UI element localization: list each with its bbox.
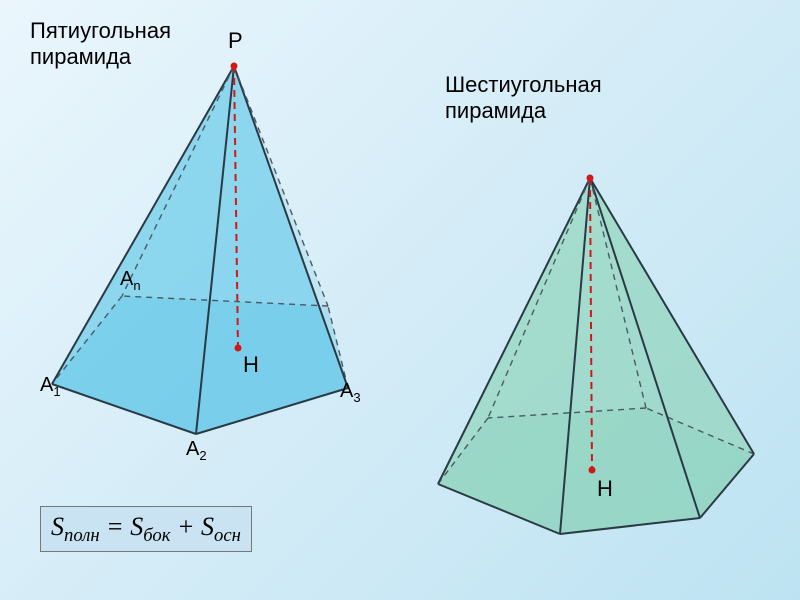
label-P: P [228,28,243,54]
formula-eq: = [100,512,131,541]
formula-text: Sполн = Sбок + Sосн [51,512,241,541]
formula-sub-bok: бок [143,525,170,546]
label-A3: A3 [340,380,361,405]
label-H-pentagon: H [243,352,259,378]
label-A2: A2 [186,438,207,463]
formula-S1: S [51,512,64,541]
formula-sub-poln: полн [64,525,100,546]
title-hexagon: Шестиугольная пирамида [445,72,602,125]
label-H-hexagon: H [597,476,613,502]
formula-plus: + [170,512,201,541]
label-An: An [120,268,141,293]
formula-box: Sполн = Sбок + Sосн [40,506,252,552]
label-A1: A1 [40,374,61,399]
formula-sub-osn: осн [214,525,241,546]
slide: Пятиугольная пирамида Шестиугольная пира… [0,0,800,600]
title-pentagon: Пятиугольная пирамида [30,18,171,71]
formula-S3: S [201,512,214,541]
formula-S2: S [130,512,143,541]
